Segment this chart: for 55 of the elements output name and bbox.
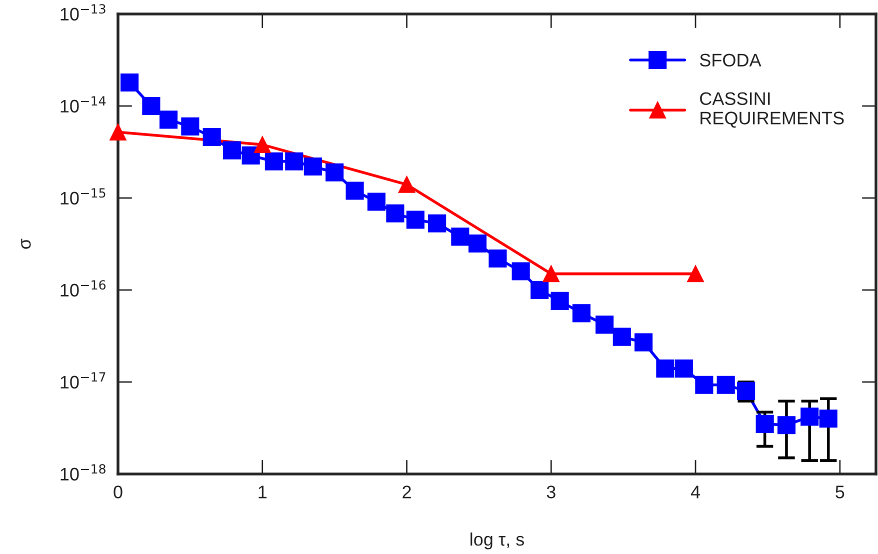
- point: [512, 262, 530, 280]
- point: [656, 360, 674, 378]
- point: [428, 214, 446, 232]
- point: [819, 410, 838, 428]
- point: [572, 304, 590, 322]
- point: [634, 333, 653, 352]
- point: [468, 234, 487, 253]
- point: [695, 376, 714, 394]
- point: [242, 146, 260, 164]
- point: [120, 73, 139, 92]
- x-tick-label: 3: [546, 486, 556, 498]
- x-axis-title: log τ, s: [470, 532, 524, 550]
- x-tick-label: 2: [402, 486, 411, 498]
- point: [674, 360, 693, 378]
- point: [612, 328, 631, 346]
- y-tick-label: 10$^{−13}$: [60, 4, 106, 21]
- point: [488, 249, 507, 268]
- point: [756, 414, 774, 433]
- x-tick-label: 5: [836, 486, 844, 498]
- point: [451, 228, 470, 246]
- point: [110, 124, 126, 140]
- y-tick-label: 10$^{−17}$: [60, 372, 106, 389]
- point: [367, 192, 386, 211]
- y-tick-label: 10$^{−16}$: [60, 280, 106, 297]
- point: [285, 152, 304, 170]
- point: [716, 376, 735, 394]
- point: [254, 136, 271, 153]
- legend-label: CASSINI REQUIREMENTS: [700, 92, 844, 128]
- legend-label: SFODA: [700, 54, 762, 67]
- x-tick-label: 4: [690, 486, 700, 498]
- point: [264, 152, 283, 170]
- x-tick-label: 0: [114, 486, 122, 498]
- point: [406, 210, 424, 229]
- y-tick-label: 10$^{−15}$: [60, 188, 106, 205]
- point: [596, 316, 614, 334]
- point: [398, 176, 416, 193]
- x-tick-label: 1: [258, 486, 267, 498]
- y-tick-label: 10$^{−14}$: [60, 96, 106, 113]
- point: [142, 96, 160, 116]
- point: [346, 182, 364, 200]
- point: [304, 157, 322, 176]
- point: [800, 408, 819, 426]
- y-axis-title: σ: [21, 238, 31, 249]
- point: [202, 128, 221, 146]
- point: [326, 163, 344, 182]
- point: [777, 416, 796, 434]
- point: [160, 110, 178, 129]
- point: [687, 265, 704, 282]
- point: [181, 117, 200, 136]
- point: [386, 204, 404, 222]
- point: [530, 280, 549, 300]
- y-tick-label: 10$^{−18}$: [60, 464, 106, 481]
- point: [542, 265, 560, 282]
- point: [550, 292, 569, 310]
- point: [223, 141, 242, 160]
